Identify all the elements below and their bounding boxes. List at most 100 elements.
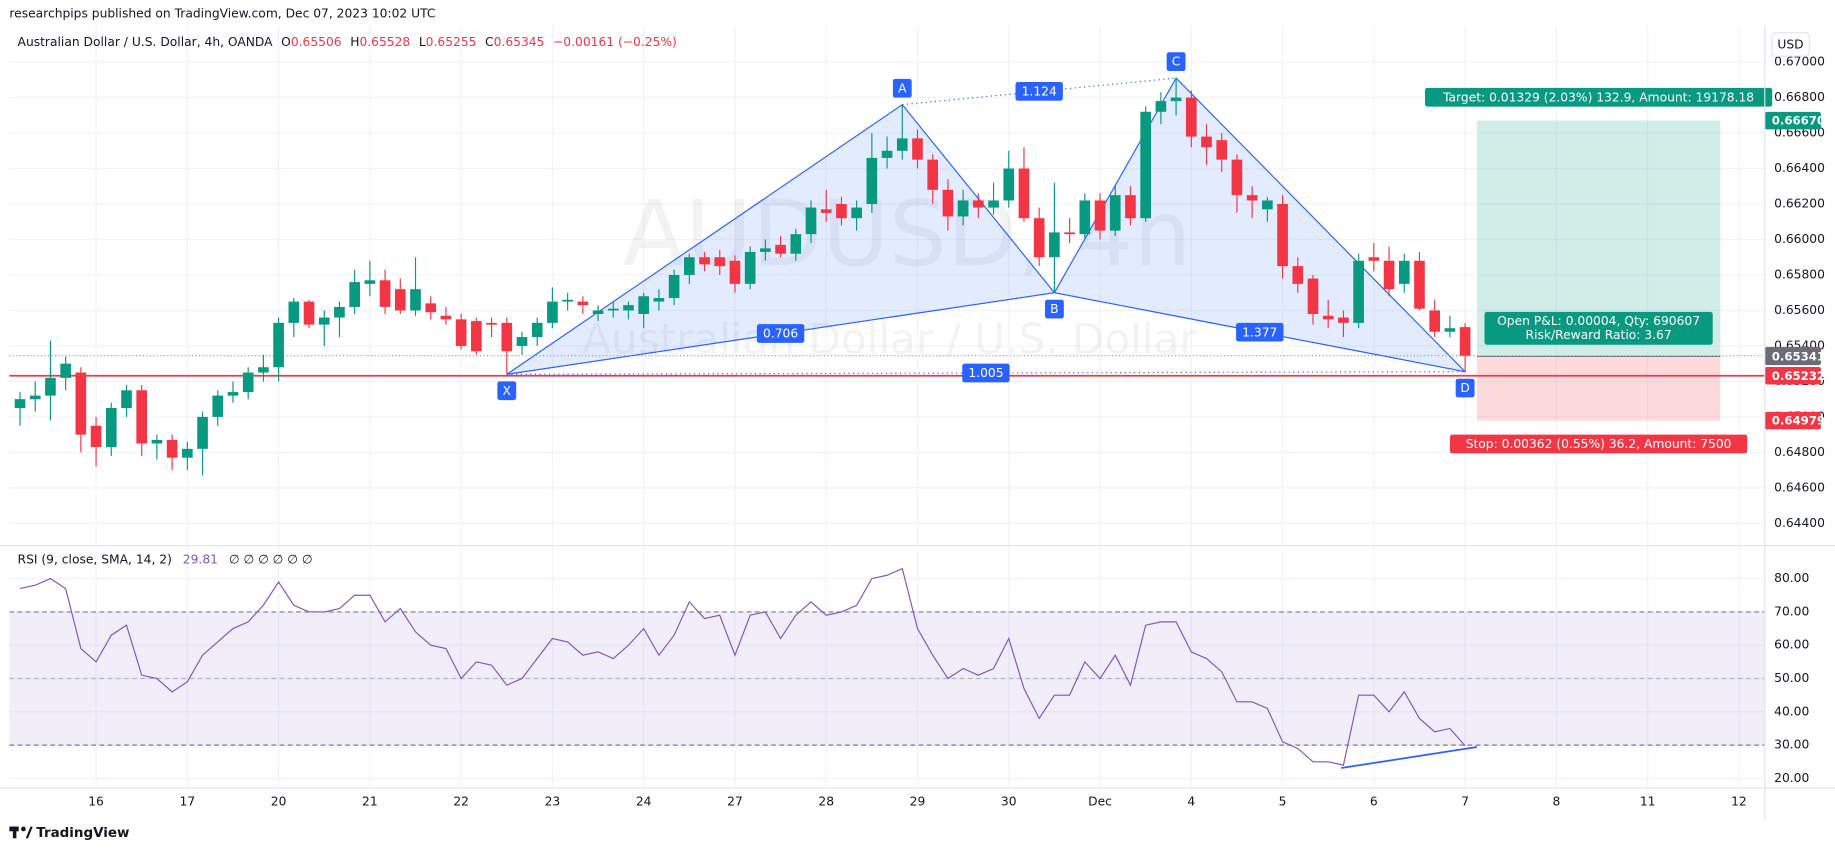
candle-body: [90, 425, 102, 448]
logo-part: [21, 826, 26, 832]
divergence-line: [1341, 746, 1478, 769]
pattern-ratio-label: 1.377: [1242, 325, 1277, 339]
x-tick-label: 4: [1187, 794, 1195, 808]
candle-body: [60, 363, 71, 378]
ohlc-letter: C: [485, 35, 494, 49]
candle-body: [273, 322, 284, 368]
candle-body: [440, 315, 452, 320]
candle-body: [455, 319, 467, 346]
candle-body: [410, 289, 421, 311]
candle-body: [425, 303, 437, 313]
target-label-box: [1424, 87, 1773, 107]
price-axis-label: 0.65232: [1772, 369, 1825, 383]
pnl-box: [1484, 311, 1713, 345]
currency[interactable]: USD: [1777, 38, 1803, 52]
plot: 16 17 20 21 22 23 24 27 28 29 30 Dec 4 5 6 7 8 11 12 0.6700…: [9, 52, 1825, 808]
pattern-ratio-label-box: [1015, 81, 1063, 101]
candle-body: [775, 244, 786, 254]
candle-body: [1277, 204, 1288, 267]
candle-body: [288, 301, 300, 323]
stop-label-box: [1449, 434, 1748, 454]
candle-body: [1170, 97, 1182, 102]
candle-body: [1429, 310, 1441, 332]
candle-body: [121, 390, 132, 409]
candle-body: [29, 395, 41, 400]
candle-body: [516, 337, 528, 346]
y-tick-label: 0.66000: [1774, 232, 1825, 246]
indicator-value: 29.81: [183, 552, 218, 566]
candle-body: [1109, 195, 1121, 231]
candle-body: [501, 322, 513, 352]
candle-body: [1018, 168, 1030, 219]
candle-body: [1307, 278, 1319, 315]
x-tick-label: 20: [271, 794, 287, 808]
ohlc-value: 0.65345: [494, 35, 545, 49]
candle-body: [957, 200, 969, 217]
y-tick-label: 0.64600: [1774, 480, 1825, 494]
y-tick-label: 0.65600: [1774, 303, 1825, 317]
candle-body: [197, 416, 208, 449]
x-tick-label: 23: [545, 794, 561, 808]
x-tick-label: Dec: [1088, 794, 1112, 808]
y-tick-label: 0.66200: [1774, 197, 1825, 211]
indicator-name: RSI (9, close, SMA, 14, 2): [18, 552, 172, 566]
footer-brand: TradingView: [36, 826, 129, 841]
candle-body: [851, 207, 862, 219]
candle-body: [805, 207, 817, 235]
y-tick-label: 0.66400: [1774, 161, 1825, 175]
candle-body: [820, 209, 832, 213]
candle-body: [699, 257, 710, 265]
pattern-ratio-label: 1.124: [1022, 84, 1057, 98]
candle-body: [258, 367, 269, 373]
candle-body: [1444, 328, 1456, 332]
currency-button[interactable]: [1771, 32, 1810, 57]
candle-body: [1094, 200, 1106, 231]
x-tick-label: 8: [1552, 794, 1560, 808]
ohlc-value: 0.65506: [291, 35, 342, 49]
publisher: researchpips published on TradingView.co…: [9, 7, 435, 21]
price-axis-label: 0.66670: [1772, 114, 1825, 128]
indicator-tick-label: 60.00: [1774, 638, 1809, 652]
stop-zone: [1476, 356, 1721, 421]
candle-body: [45, 377, 56, 396]
candle-body: [1246, 195, 1258, 201]
candle-body: [486, 322, 497, 325]
pattern-ratio-label-box: [1236, 322, 1284, 342]
rr-label: Risk/Reward Ratio: 3.67: [1526, 328, 1672, 342]
candle-body: [1049, 232, 1060, 258]
indicator-inputs: ∅ ∅ ∅ ∅ ∅ ∅: [229, 552, 313, 566]
candle-body: [866, 157, 878, 205]
pattern-point-label: A: [898, 81, 907, 95]
candle-body: [303, 301, 315, 325]
y-tick-label: 0.65800: [1774, 267, 1825, 281]
candle-body: [1140, 111, 1151, 219]
pattern-point-label-box: [1455, 378, 1475, 398]
candle-body: [1368, 257, 1380, 261]
price-axis-label-box: [1764, 111, 1821, 130]
candle-body: [1064, 232, 1075, 235]
candle-body: [364, 280, 376, 284]
rsi-line: [19, 567, 1466, 766]
candle-body: [988, 200, 999, 208]
stop-label: Stop: 0.00362 (0.55%) 36.2, Amount: 7500: [1466, 437, 1732, 451]
candle-body: [531, 322, 543, 338]
y-tick-label: 0.66800: [1774, 90, 1825, 104]
candle-body: [105, 408, 117, 448]
candle-body: [1338, 317, 1349, 323]
pattern-ratio-label-box: [962, 363, 1010, 383]
x-tick-label: 22: [453, 794, 469, 808]
y-tick-label: 0.64400: [1774, 516, 1825, 530]
candle-body: [1079, 200, 1091, 235]
pattern-ratio-label: 1.005: [968, 366, 1003, 380]
x-tick-label: 29: [910, 794, 926, 808]
pattern-ratio-line: [506, 371, 1466, 375]
candle-body: [1155, 101, 1167, 112]
x-tick-label: 27: [727, 794, 743, 808]
pattern-ratio-label-box: [756, 324, 805, 343]
indicator-legend: RSI (9, close, SMA, 14, 2) 29.81 ∅ ∅ ∅ ∅…: [18, 552, 313, 566]
pattern-ratio-label: 0.706: [763, 327, 798, 341]
candle-body: [136, 390, 148, 444]
candle-body: [334, 306, 345, 318]
candle-body: [471, 321, 482, 352]
candle-body: [881, 150, 893, 158]
